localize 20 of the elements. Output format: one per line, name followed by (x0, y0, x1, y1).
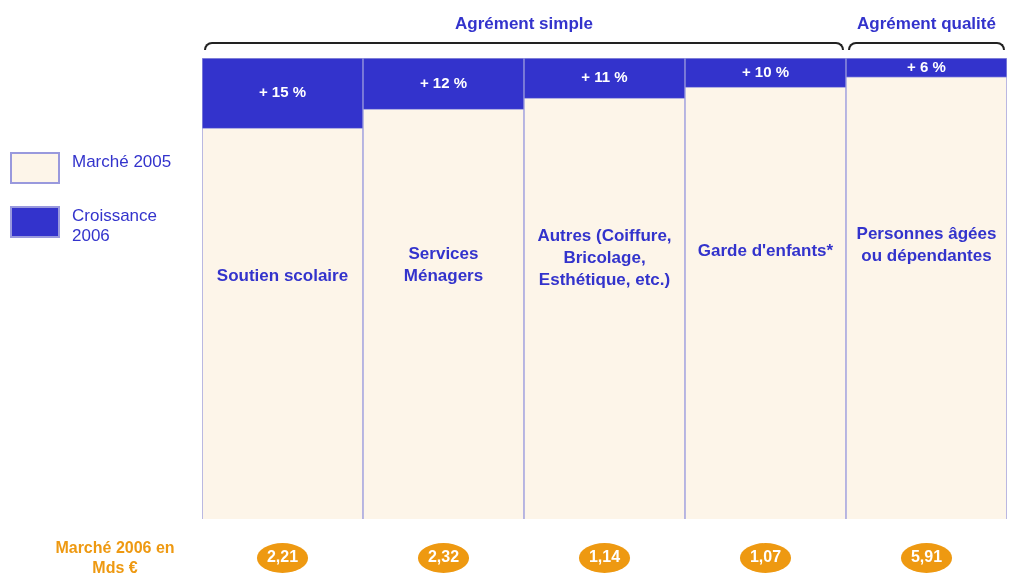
text: 2,32 (427, 548, 460, 566)
series-label: Marché 2005 (72, 152, 172, 172)
annotation: + 12 % (419, 73, 468, 91)
x-tick-label: Garde d'enfants* (697, 240, 834, 260)
annotation: + 10 % (741, 62, 790, 80)
annotation: + 15 % (258, 83, 307, 101)
text: Agrément simple (454, 14, 594, 34)
text: 5,91 (910, 548, 943, 566)
annotation: + 6 % (907, 57, 946, 75)
x-tick-label: Autres (Coiffure, Bricolage, Esthétique, etc.) (537, 225, 672, 289)
text: 1,14 (588, 548, 621, 566)
text: Agrément qualité (856, 14, 997, 34)
text: 2,21 (266, 548, 299, 566)
x-tick-label: Services Ménagers (403, 243, 484, 285)
legend-label: Croissance 2006 (72, 206, 159, 246)
x-tick-label: Soutien scolaire (216, 266, 349, 286)
annotation: + 11 % (581, 68, 628, 86)
text: Marché 2006 en Mds € (54, 538, 176, 578)
x-tick-label: Personnes âgées ou dépendantes (856, 223, 997, 265)
text: 1,07 (749, 548, 782, 566)
